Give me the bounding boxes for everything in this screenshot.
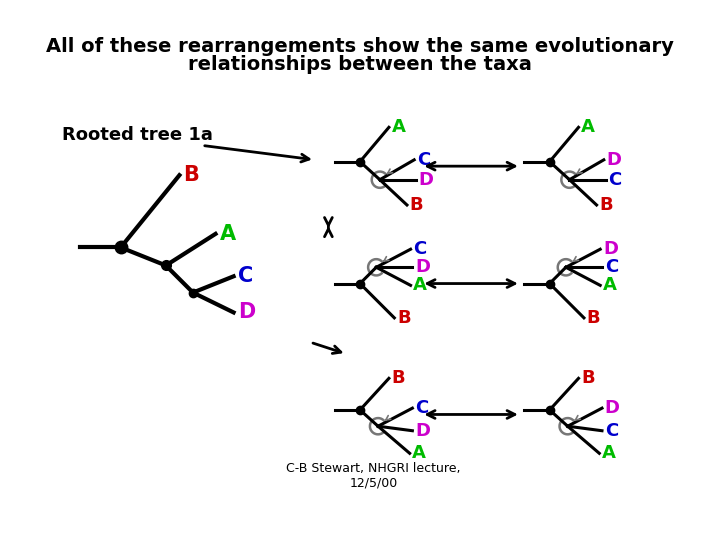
Text: Rooted tree 1a: Rooted tree 1a [62, 126, 213, 144]
Text: relationships between the taxa: relationships between the taxa [188, 55, 532, 73]
Text: C: C [605, 258, 618, 276]
Text: All of these rearrangements show the same evolutionary: All of these rearrangements show the sam… [46, 37, 674, 56]
Text: B: B [392, 369, 405, 387]
Text: A: A [603, 276, 617, 294]
Text: D: D [238, 302, 256, 322]
Text: A: A [220, 224, 236, 244]
Text: A: A [392, 118, 405, 136]
Text: D: D [415, 258, 430, 276]
Text: A: A [602, 444, 616, 462]
Text: C: C [605, 422, 618, 440]
Text: B: B [397, 309, 410, 327]
Text: A: A [413, 444, 426, 462]
Text: B: B [581, 369, 595, 387]
Text: D: D [415, 422, 430, 440]
Text: C: C [238, 266, 253, 286]
Text: A: A [413, 276, 427, 294]
Text: B: B [599, 196, 613, 214]
Text: D: D [605, 399, 620, 417]
Text: D: D [419, 171, 433, 188]
Text: C: C [415, 399, 428, 417]
Text: C: C [417, 151, 430, 169]
Text: A: A [581, 118, 595, 136]
Text: B: B [587, 309, 600, 327]
Text: B: B [410, 196, 423, 214]
Text: C: C [608, 171, 621, 188]
Text: C: C [413, 240, 426, 258]
Text: D: D [603, 240, 618, 258]
Text: C-B Stewart, NHGRI lecture,
12/5/00: C-B Stewart, NHGRI lecture, 12/5/00 [287, 462, 461, 490]
Text: D: D [606, 151, 621, 169]
Text: B: B [183, 165, 199, 185]
